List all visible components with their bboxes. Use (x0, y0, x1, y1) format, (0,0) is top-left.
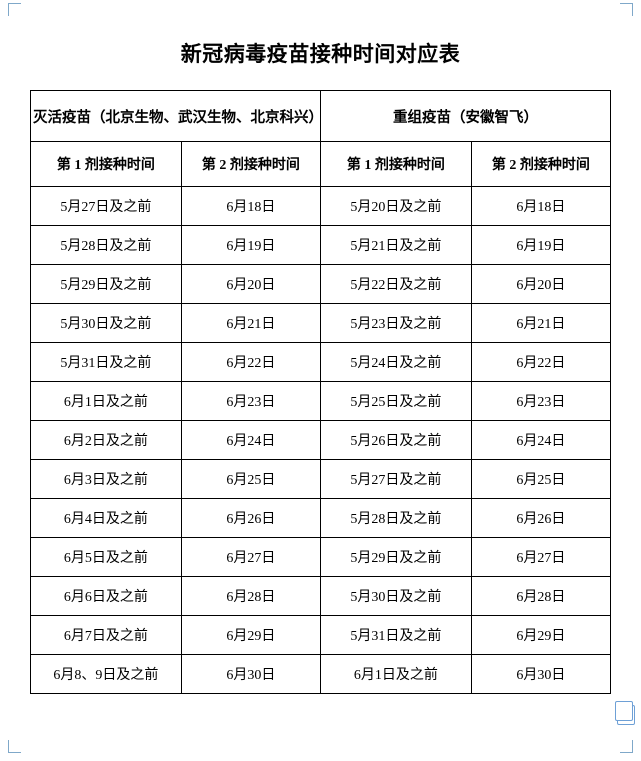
table-cell: 5月30日及之前 (31, 304, 182, 343)
table-cell: 6月20日 (471, 265, 610, 304)
table-cell: 6月23日 (181, 382, 320, 421)
table-cell: 6月22日 (471, 343, 610, 382)
table-row: 5月30日及之前6月21日5月23日及之前6月21日 (31, 304, 611, 343)
table-row: 6月8、9日及之前6月30日6月1日及之前6月30日 (31, 655, 611, 694)
table-cell: 6月6日及之前 (31, 577, 182, 616)
table-row: 6月3日及之前6月25日5月27日及之前6月25日 (31, 460, 611, 499)
table-cell: 5月27日及之前 (31, 187, 182, 226)
table-row: 5月31日及之前6月22日5月24日及之前6月22日 (31, 343, 611, 382)
table-cell: 5月28日及之前 (320, 499, 471, 538)
table-row: 6月7日及之前6月29日5月31日及之前6月29日 (31, 616, 611, 655)
table-cell: 6月21日 (471, 304, 610, 343)
table-cell: 6月29日 (471, 616, 610, 655)
table-cell: 6月7日及之前 (31, 616, 182, 655)
page-title: 新冠病毒疫苗接种时间对应表 (30, 38, 611, 68)
table-cell: 6月28日 (471, 577, 610, 616)
table-row: 6月6日及之前6月28日5月30日及之前6月28日 (31, 577, 611, 616)
table-cell: 5月30日及之前 (320, 577, 471, 616)
table-cell: 6月26日 (181, 499, 320, 538)
table-row: 6月1日及之前6月23日5月25日及之前6月23日 (31, 382, 611, 421)
table-cell: 6月19日 (181, 226, 320, 265)
table-cell: 5月25日及之前 (320, 382, 471, 421)
table-group-header-row: 灭活疫苗（北京生物、武汉生物、北京科兴） 重组疫苗（安徽智飞） (31, 91, 611, 142)
table-cell: 5月31日及之前 (320, 616, 471, 655)
table-cell: 5月28日及之前 (31, 226, 182, 265)
table-cell: 5月26日及之前 (320, 421, 471, 460)
table-cell: 6月21日 (181, 304, 320, 343)
schedule-table: 灭活疫苗（北京生物、武汉生物、北京科兴） 重组疫苗（安徽智飞） 第 1 剂接种时… (30, 90, 611, 694)
page: 新冠病毒疫苗接种时间对应表 灭活疫苗（北京生物、武汉生物、北京科兴） 重组疫苗（… (0, 0, 641, 694)
table-cell: 6月1日及之前 (320, 655, 471, 694)
table-cell: 6月18日 (181, 187, 320, 226)
crop-mark-top-right (620, 3, 633, 16)
table-cell: 6月24日 (471, 421, 610, 460)
table-cell: 6月29日 (181, 616, 320, 655)
sub-header-dose2-a: 第 2 剂接种时间 (181, 142, 320, 187)
table-cell: 5月23日及之前 (320, 304, 471, 343)
table-row: 5月28日及之前6月19日5月21日及之前6月19日 (31, 226, 611, 265)
table-row: 6月5日及之前6月27日5月29日及之前6月27日 (31, 538, 611, 577)
sub-header-dose1-b: 第 1 剂接种时间 (320, 142, 471, 187)
table-cell: 5月22日及之前 (320, 265, 471, 304)
table-cell: 6月23日 (471, 382, 610, 421)
table-cell: 6月3日及之前 (31, 460, 182, 499)
table-cell: 6月24日 (181, 421, 320, 460)
table-cell: 6月27日 (471, 538, 610, 577)
table-cell: 6月18日 (471, 187, 610, 226)
table-cell: 6月1日及之前 (31, 382, 182, 421)
table-row: 5月27日及之前6月18日5月20日及之前6月18日 (31, 187, 611, 226)
table-cell: 5月20日及之前 (320, 187, 471, 226)
table-cell: 6月30日 (471, 655, 610, 694)
table-cell: 6月5日及之前 (31, 538, 182, 577)
table-cell: 6月30日 (181, 655, 320, 694)
crop-mark-bottom-right (620, 740, 633, 753)
table-cell: 5月21日及之前 (320, 226, 471, 265)
table-cell: 6月28日 (181, 577, 320, 616)
sub-header-dose2-b: 第 2 剂接种时间 (471, 142, 610, 187)
table-row: 6月2日及之前6月24日5月26日及之前6月24日 (31, 421, 611, 460)
table-cell: 6月2日及之前 (31, 421, 182, 460)
table-cell: 6月25日 (181, 460, 320, 499)
table-cell: 5月29日及之前 (31, 265, 182, 304)
table-body: 5月27日及之前6月18日5月20日及之前6月18日5月28日及之前6月19日5… (31, 187, 611, 694)
table-cell: 5月27日及之前 (320, 460, 471, 499)
crop-mark-bottom-left (8, 740, 21, 753)
copy-icon[interactable] (617, 705, 635, 725)
table-cell: 6月8、9日及之前 (31, 655, 182, 694)
table-cell: 6月27日 (181, 538, 320, 577)
table-cell: 6月19日 (471, 226, 610, 265)
table-row: 6月4日及之前6月26日5月28日及之前6月26日 (31, 499, 611, 538)
table-row: 5月29日及之前6月20日5月22日及之前6月20日 (31, 265, 611, 304)
table-cell: 6月25日 (471, 460, 610, 499)
table-cell: 5月29日及之前 (320, 538, 471, 577)
group-header-inactivated: 灭活疫苗（北京生物、武汉生物、北京科兴） (31, 91, 321, 142)
table-cell: 6月20日 (181, 265, 320, 304)
table-cell: 5月31日及之前 (31, 343, 182, 382)
table-cell: 6月26日 (471, 499, 610, 538)
crop-mark-top-left (8, 3, 21, 16)
sub-header-dose1-a: 第 1 剂接种时间 (31, 142, 182, 187)
table-cell: 6月22日 (181, 343, 320, 382)
group-header-recombinant: 重组疫苗（安徽智飞） (320, 91, 610, 142)
table-sub-header-row: 第 1 剂接种时间 第 2 剂接种时间 第 1 剂接种时间 第 2 剂接种时间 (31, 142, 611, 187)
table-cell: 6月4日及之前 (31, 499, 182, 538)
table-cell: 5月24日及之前 (320, 343, 471, 382)
